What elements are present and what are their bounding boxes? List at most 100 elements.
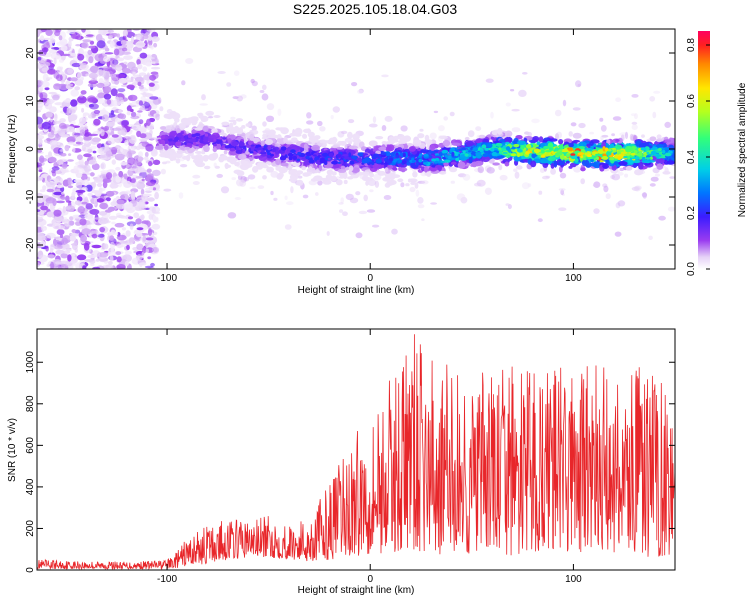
snr-series-line [37, 334, 675, 570]
colorbar-ticks: 0.0 0.2 0.4 0.6 0.8 [686, 38, 710, 276]
spectrogram-cell [89, 103, 99, 110]
spectrogram-cell [37, 176, 43, 182]
spectrogram-cell [654, 173, 661, 177]
spectrogram-cell [217, 71, 226, 74]
spectrogram-cell [372, 224, 380, 228]
spectrogram-cell [475, 126, 482, 131]
figure-title: S225.2025.105.18.04.G03 [293, 1, 457, 17]
spectrogram-cell [37, 149, 42, 153]
spectrogram-cell [125, 190, 131, 195]
spectrogram-cell [166, 148, 176, 156]
spectrogram-cell [583, 157, 587, 161]
spectrogram-cell [242, 148, 246, 154]
spectrogram-cell [37, 135, 45, 140]
spectrogram-cell [578, 122, 586, 129]
spectrogram-cell [611, 149, 617, 153]
spectrogram-cell [317, 154, 321, 158]
spectrogram-cell [126, 84, 135, 90]
spectrogram-cell [69, 235, 77, 242]
spectrogram-cell [362, 171, 370, 177]
spectrogram-cell [99, 176, 104, 183]
colorbar-gradient [698, 31, 710, 269]
spectrogram-cell [305, 155, 310, 160]
spectrogram-cell [92, 266, 101, 269]
spectrogram-cell [98, 69, 104, 76]
spectrogram-cell [565, 154, 570, 158]
spectrogram-cell [420, 149, 430, 154]
spectrogram-cell [45, 29, 53, 36]
spectrogram-cell [140, 193, 148, 200]
spectrogram-cell [391, 228, 398, 235]
y-tick-label: 20 [25, 47, 36, 59]
spectrogram-cell [342, 154, 349, 157]
spectrogram-cell [381, 125, 387, 131]
spectrogram-cell [245, 150, 250, 155]
spectrogram-cell [142, 235, 147, 242]
spectrogram-cell [438, 125, 445, 132]
spectrogram-cell [37, 262, 41, 267]
spectrogram-cell [297, 175, 303, 179]
spectrogram-cell [72, 187, 79, 195]
spectrogram-cell [204, 165, 211, 170]
spectrogram-cell [241, 158, 251, 164]
spectrogram-cell [67, 185, 74, 189]
spectrogram-cell [377, 170, 386, 176]
spectrogram-cell [137, 201, 146, 209]
spectrogram-cell [273, 197, 278, 201]
spectrogram-cell [319, 159, 326, 164]
spectrogram-cell [252, 150, 257, 155]
spectrogram-cell [194, 127, 203, 131]
spectrogram-cell [664, 152, 672, 157]
spectrogram-cell [558, 188, 566, 191]
spectrogram-cell [411, 160, 416, 163]
spectrogram-cell [617, 156, 622, 160]
spectrogram-cell [224, 145, 231, 149]
spectrogram-cell [50, 261, 55, 269]
spectrogram-cell [70, 52, 77, 57]
spectrogram-cell [88, 45, 96, 49]
spectrogram-cell [142, 66, 148, 72]
spectrogram-cell [262, 162, 267, 167]
spectrogram-cell [167, 138, 173, 142]
spectrogram-cell [655, 138, 663, 143]
spectrogram-cell [61, 192, 65, 195]
spectrogram-cell [226, 126, 231, 134]
spectrogram-cell [589, 141, 594, 146]
spectrogram-cell [191, 122, 197, 126]
spectrogram-cell [192, 142, 197, 146]
spectrogram-cell [378, 146, 387, 151]
spectrogram-cell [467, 130, 475, 138]
spectrogram-cell [75, 141, 82, 145]
spectrogram-cell [417, 197, 424, 204]
spectrogram-cell [640, 147, 647, 151]
spectrogram-cell [664, 147, 669, 151]
spectrogram-cell [77, 154, 83, 160]
spectrogram-cell [67, 68, 74, 74]
spectrogram-cell [335, 179, 343, 186]
spectrogram-cell [310, 178, 317, 182]
spectrogram-cell [498, 164, 503, 171]
spectrogram-cell [127, 94, 138, 102]
spectrogram-cell [58, 35, 63, 41]
spectrogram-cell [70, 32, 81, 40]
spectrogram-cell [407, 152, 411, 157]
spectrogram-cell [308, 166, 313, 173]
spectrogram-cell [624, 131, 629, 139]
spectrogram-cell [570, 122, 577, 127]
spectrogram-cell [339, 209, 344, 213]
spectrogram-cell [139, 52, 148, 59]
spectrogram-cell [311, 144, 320, 151]
spectrogram-cell [659, 144, 664, 148]
spectrogram-cell [652, 111, 657, 119]
spectrogram-cell [646, 151, 650, 155]
spectrogram-cell [63, 99, 72, 103]
spectrogram-cell [387, 164, 394, 169]
spectrogram-cell [601, 155, 609, 160]
spectrogram-cell [146, 79, 150, 85]
spectrogram-cell [163, 129, 171, 133]
spectrogram-cell [191, 134, 196, 138]
spectrogram-cell [85, 203, 93, 210]
spectrogram-cell [37, 216, 44, 223]
spectrogram-cell [108, 260, 113, 265]
